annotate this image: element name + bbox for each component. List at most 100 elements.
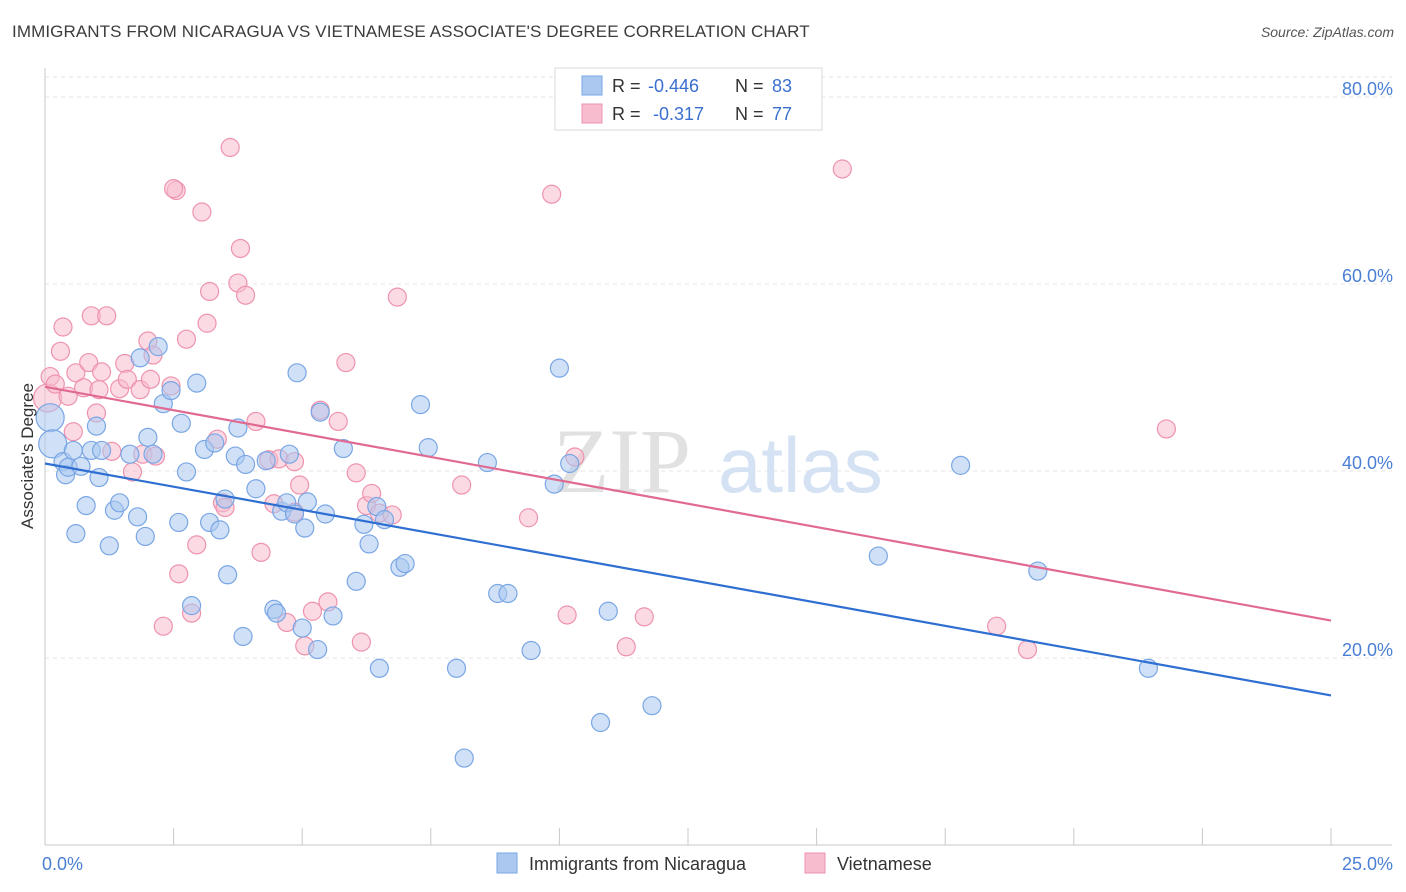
point-blue-32 <box>205 433 225 453</box>
point-blue-24 <box>161 380 181 401</box>
point-blue-7 <box>71 456 91 476</box>
point-blue-40 <box>246 479 266 499</box>
legend-r-value-2: -0.317 <box>648 104 704 124</box>
point-blue-48 <box>287 363 307 383</box>
point-blue-71 <box>498 583 518 604</box>
point-blue-55 <box>323 606 343 626</box>
legend-r-label-2: R = <box>612 104 641 124</box>
legend-n-value-2: 77 <box>772 104 792 124</box>
point-blue-74 <box>549 358 570 378</box>
point-pink-69 <box>616 637 636 657</box>
point-pink-58 <box>351 632 371 652</box>
point-blue-68 <box>454 748 474 768</box>
legend-swatch-blue <box>581 75 603 96</box>
watermark: ZIP atlas <box>553 410 883 512</box>
point-blue-65 <box>410 395 431 415</box>
y-axis-label: Associate's Degree <box>18 383 37 529</box>
point-blue-26 <box>171 413 191 433</box>
point-blue-38 <box>233 626 253 647</box>
point-blue-80 <box>951 455 971 475</box>
trend-line-pink <box>44 385 1332 622</box>
point-blue-0 <box>35 403 65 433</box>
chart-source: Source: ZipAtlas.com <box>1260 24 1394 40</box>
point-pink-14 <box>97 306 117 326</box>
point-blue-64 <box>395 553 415 574</box>
point-pink-6 <box>63 422 83 442</box>
grid-lines <box>45 76 1392 659</box>
bottom-legend-label-nicaragua: Immigrants from Nicaragua <box>529 854 747 874</box>
point-pink-7 <box>66 363 86 383</box>
point-pink-26 <box>153 616 173 636</box>
point-pink-57 <box>346 463 366 483</box>
point-blue-33 <box>210 520 230 540</box>
point-pink-43 <box>246 411 266 432</box>
point-blue-72 <box>521 640 541 661</box>
point-pink-9 <box>79 352 99 373</box>
point-blue-49 <box>292 618 312 638</box>
point-pink-32 <box>187 535 207 555</box>
point-blue-17 <box>127 507 148 527</box>
point-blue-27 <box>176 462 197 482</box>
point-pink-4 <box>53 317 73 337</box>
point-pink-29 <box>169 564 189 584</box>
point-blue-53 <box>310 402 330 422</box>
point-blue-8 <box>76 495 96 516</box>
y-tick-label-40: 40.0% <box>1342 453 1393 473</box>
watermark-atlas: atlas <box>718 421 883 509</box>
point-blue-61 <box>369 658 389 678</box>
y-tick-label-20: 20.0% <box>1342 640 1393 660</box>
point-pink-44 <box>251 542 271 562</box>
point-blue-25 <box>169 512 189 533</box>
trend-line-blue <box>44 462 1332 697</box>
point-blue-79 <box>868 546 888 566</box>
point-blue-51 <box>297 492 317 512</box>
legend-r-label-1: R = <box>612 76 641 96</box>
point-pink-63 <box>387 287 407 307</box>
legend-n-label-1: N = <box>735 76 764 96</box>
series-vietnamese-points <box>32 137 1176 660</box>
point-pink-42 <box>236 285 256 305</box>
point-blue-76 <box>590 712 611 733</box>
point-pink-71 <box>832 159 852 179</box>
point-pink-23 <box>140 369 161 389</box>
point-blue-52 <box>308 639 328 660</box>
point-blue-15 <box>109 493 130 513</box>
point-blue-67 <box>446 658 467 678</box>
point-pink-13 <box>91 362 112 382</box>
point-blue-66 <box>418 438 438 458</box>
y-tick-label-60: 60.0% <box>1342 266 1393 286</box>
point-blue-43 <box>266 603 287 623</box>
point-blue-10 <box>86 416 107 436</box>
point-pink-34 <box>197 313 217 333</box>
point-blue-57 <box>346 571 366 591</box>
point-blue-75 <box>560 453 580 474</box>
point-blue-34 <box>215 489 235 509</box>
point-pink-67 <box>557 605 577 625</box>
point-blue-19 <box>135 526 155 547</box>
point-pink-74 <box>1156 419 1176 439</box>
point-pink-52 <box>302 601 323 621</box>
point-blue-28 <box>182 596 202 616</box>
point-blue-59 <box>359 534 379 554</box>
chart-title: IMMIGRANTS FROM NICARAGUA VS VIETNAMESE … <box>12 22 810 41</box>
point-blue-77 <box>598 601 618 621</box>
point-pink-65 <box>518 508 539 528</box>
point-blue-20 <box>138 427 158 447</box>
point-pink-70 <box>634 607 654 627</box>
x-tick-label-25: 25.0% <box>1342 854 1393 874</box>
point-blue-41 <box>256 451 276 471</box>
point-blue-12 <box>91 440 112 461</box>
point-pink-55 <box>328 411 348 432</box>
point-pink-35 <box>200 281 220 302</box>
point-pink-66 <box>542 184 562 204</box>
bottom-legend-swatch-pink <box>804 852 826 874</box>
point-pink-30 <box>176 329 197 349</box>
point-blue-22 <box>148 337 168 357</box>
point-blue-13 <box>99 536 119 556</box>
point-pink-50 <box>290 475 310 495</box>
bottom-legend-label-vietnamese: Vietnamese <box>837 854 932 874</box>
series-nicaragua-points <box>35 337 1158 768</box>
legend-n-label-2: N = <box>735 104 764 124</box>
point-blue-50 <box>295 518 315 538</box>
